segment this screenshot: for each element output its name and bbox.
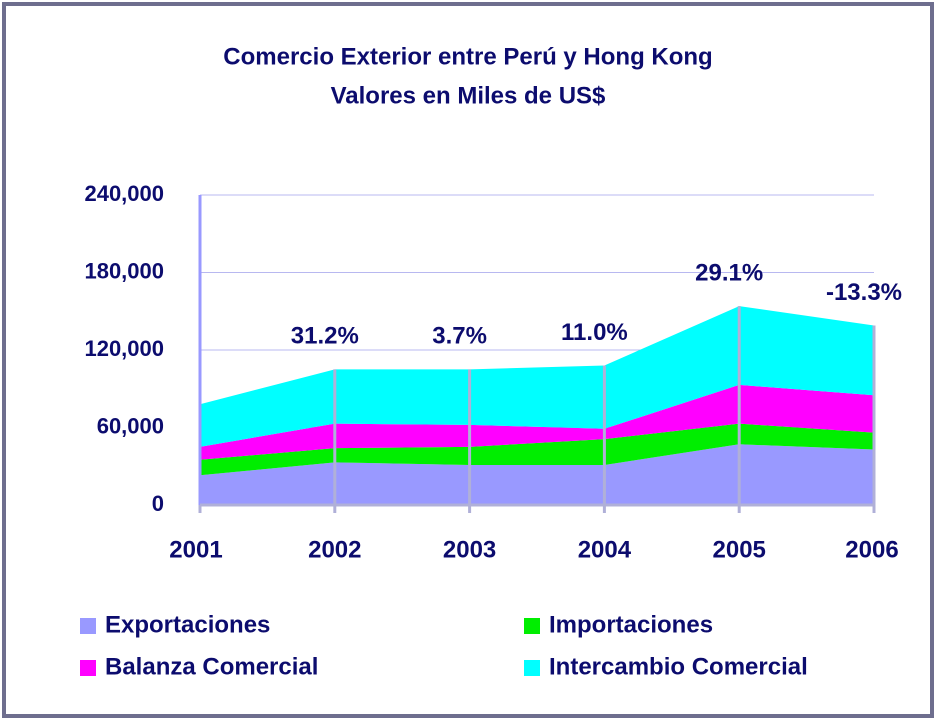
- x-tick-label: 2002: [308, 536, 361, 563]
- legend-label: Exportaciones: [105, 611, 270, 638]
- annotation: 11.0%: [561, 319, 628, 346]
- area: [200, 423, 874, 476]
- chart-title: Comercio Exterior entre Perú y Hong Kong: [223, 43, 712, 70]
- y-tick-label: 0: [152, 491, 164, 516]
- legend-label: Balanza Comercial: [105, 653, 318, 680]
- legend-swatch: [524, 660, 540, 676]
- area: [200, 306, 874, 447]
- legend-swatch: [524, 618, 540, 634]
- x-tick-label: 2005: [713, 536, 766, 563]
- legend-swatch: [80, 660, 96, 676]
- annotation: 31.2%: [291, 323, 359, 350]
- y-tick-label: 120,000: [84, 336, 164, 361]
- chart-subtitle: Valores en Miles de US$: [331, 82, 606, 109]
- area: [200, 444, 874, 505]
- annotation: 29.1%: [695, 259, 763, 286]
- area: [200, 384, 874, 460]
- x-tick-label: 2004: [578, 536, 632, 563]
- annotation: -13.3%: [826, 279, 902, 306]
- x-tick-label: 2006: [845, 536, 898, 563]
- x-tick-label: 2001: [169, 536, 222, 563]
- legend-label: Importaciones: [549, 611, 713, 638]
- legend-swatch: [80, 618, 96, 634]
- legend-label: Intercambio Comercial: [549, 653, 808, 680]
- y-tick-label: 60,000: [97, 413, 164, 438]
- annotation: 3.7%: [432, 323, 487, 350]
- y-tick-label: 240,000: [84, 181, 164, 206]
- x-tick-label: 2003: [443, 536, 496, 563]
- y-tick-label: 180,000: [84, 258, 164, 283]
